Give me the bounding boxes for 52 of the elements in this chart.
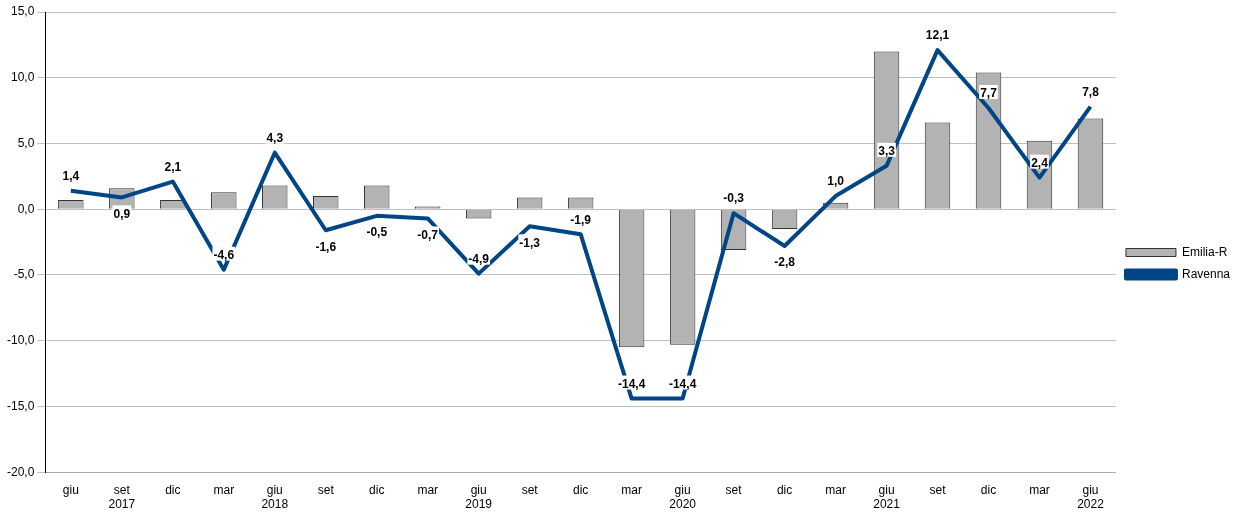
data-label: -1,3 — [519, 235, 541, 250]
x-tick-label: set 2017 — [108, 482, 136, 512]
data-label: -4,9 — [468, 251, 490, 266]
data-label: 2,1 — [164, 159, 182, 174]
y-tick-label: -20,0 — [6, 464, 35, 479]
x-tick-label: dic — [165, 482, 181, 497]
x-tick-label: giu 2019 — [465, 482, 493, 512]
x-tick-label: giu 2021 — [873, 482, 901, 512]
y-tick-label: -10,0 — [6, 333, 35, 348]
x-tick-label: set — [317, 482, 335, 497]
legend-label: Ravenna — [1181, 266, 1231, 281]
data-label: -14,4 — [668, 376, 697, 391]
data-label: -4,6 — [213, 248, 235, 263]
x-tick-label: set — [725, 482, 743, 497]
x-tick-label: mar — [417, 482, 439, 497]
data-label: -2,8 — [774, 255, 796, 270]
x-tick-label: mar — [621, 482, 642, 497]
data-label: -0,5 — [366, 225, 388, 240]
data-label: -1,6 — [315, 239, 337, 254]
legend-label: Emilia-R — [1181, 244, 1228, 259]
x-tick-label: dic — [776, 482, 793, 497]
y-tick-label: 15,0 — [10, 4, 35, 19]
x-tick-label: mar — [825, 482, 846, 497]
data-label: -14,4 — [617, 376, 646, 391]
data-label: -0,7 — [417, 227, 439, 242]
x-tick-label: set — [521, 482, 539, 497]
x-tick-label: giu 2020 — [669, 482, 697, 512]
y-tick-label: 5,0 — [17, 135, 35, 150]
data-label: 2,4 — [1031, 155, 1049, 170]
x-tick-label: giu 2022 — [1077, 482, 1105, 512]
x-tick-label: dic — [369, 482, 385, 497]
data-label: 7,8 — [1082, 84, 1100, 99]
x-tick-label: set — [929, 482, 947, 497]
data-label: -0,3 — [723, 191, 745, 206]
data-label: 4,3 — [266, 131, 284, 145]
y-tick-label: -15,0 — [6, 398, 35, 413]
y-tick-label: -5,0 — [13, 267, 35, 282]
data-label: 3,3 — [878, 144, 896, 159]
y-tick-label: 10,0 — [10, 70, 35, 85]
data-label: -1,9 — [570, 212, 592, 227]
x-tick-label: dic — [980, 482, 997, 497]
data-label: 7,7 — [980, 86, 998, 101]
y-tick-label: 0,0 — [17, 201, 35, 216]
x-tick-label: mar — [1029, 482, 1050, 497]
x-tick-label: giu — [62, 482, 79, 497]
data-label: 0,9 — [113, 206, 131, 221]
x-tick-label: mar — [213, 482, 235, 497]
data-label: 1,0 — [827, 174, 845, 189]
data-label: 12,1 — [925, 28, 950, 43]
data-label: 1,4 — [62, 169, 80, 184]
x-tick-label: giu 2018 — [261, 482, 289, 512]
x-tick-label: dic — [572, 482, 589, 497]
